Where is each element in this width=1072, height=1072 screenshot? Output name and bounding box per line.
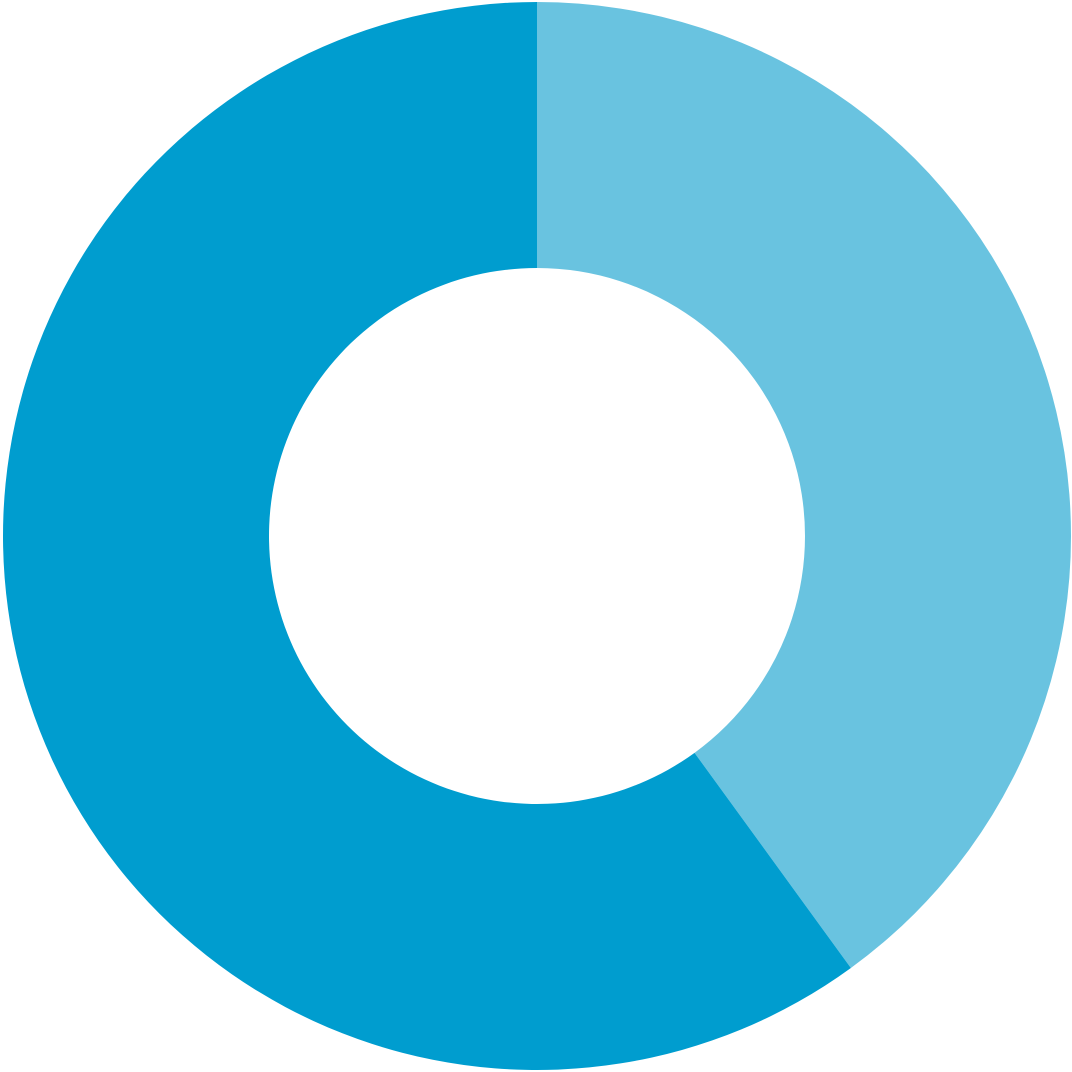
donut-slice-1 <box>537 2 1072 969</box>
donut-slice-2 <box>2 2 851 1070</box>
